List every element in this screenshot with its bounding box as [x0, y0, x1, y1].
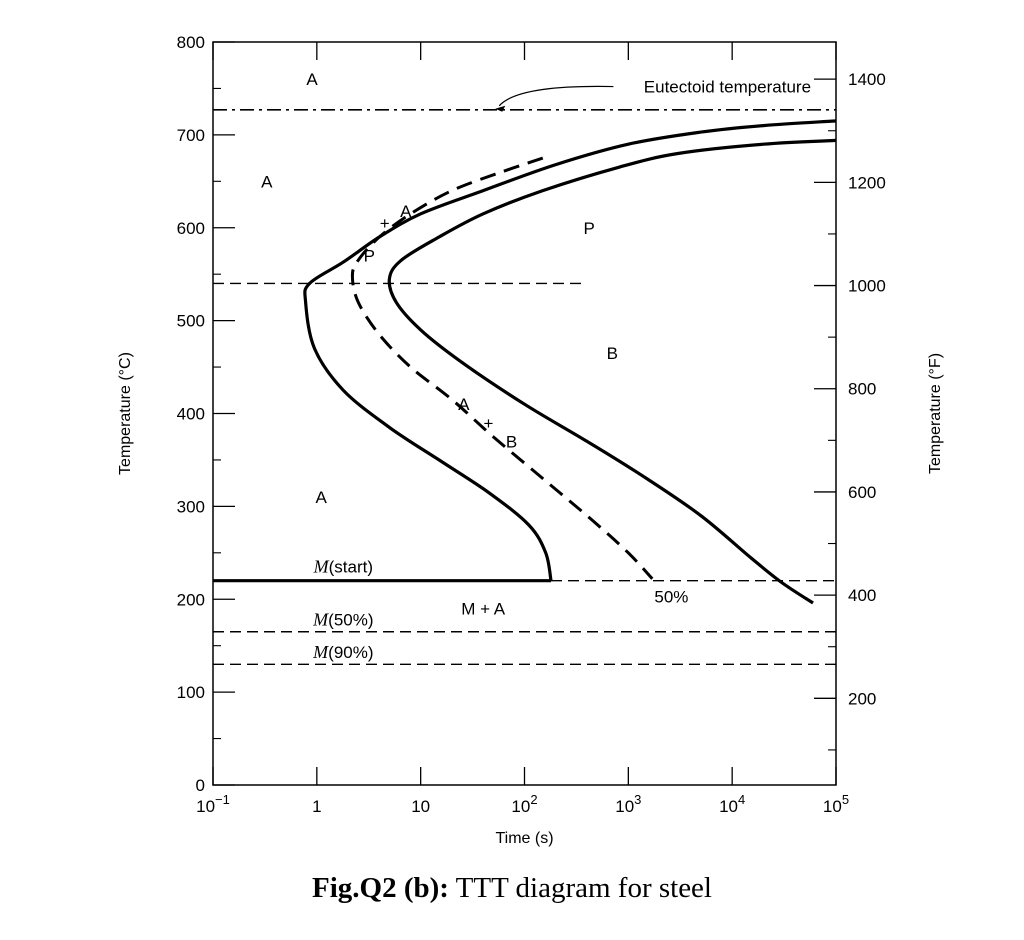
y2-tick-label: 800 — [848, 380, 876, 399]
annotation-label: A — [458, 395, 470, 414]
annotation-label: A — [315, 488, 327, 507]
caption-label: Fig.Q2 (b): — [311, 872, 449, 904]
transformation-50-percent-curve — [350, 156, 654, 580]
y2-tick-label: 200 — [848, 689, 876, 708]
x-tick-label: 1 — [312, 797, 321, 816]
y-tick-label: 400 — [177, 405, 205, 424]
y-tick-label: 600 — [177, 219, 205, 238]
martensite-label: M(start) — [313, 557, 373, 577]
annotation-label: A — [306, 70, 318, 89]
y-axis-title: Temperature (°C) — [117, 352, 134, 475]
y2-tick-label: 1200 — [848, 173, 886, 192]
annotations: 0 100 200 300 400 500 600 700 800 200 400 600 800 100… — [177, 33, 886, 816]
annotation-label: P — [364, 247, 375, 266]
y2-tick-label: 1000 — [848, 277, 886, 296]
y2-tick-label: 600 — [848, 483, 876, 502]
eutectoid-arrowhead — [495, 105, 506, 112]
y-tick-label: 700 — [177, 126, 205, 145]
martensite-label: M(50%) — [312, 610, 373, 630]
x-tick-label: 102 — [511, 792, 537, 816]
y-tick-label: 100 — [177, 683, 205, 702]
y-tick-label: 200 — [177, 590, 205, 609]
plot-frame — [212, 41, 837, 786]
figure-caption: Fig.Q2 (b): TTT diagram for steel — [0, 872, 1024, 905]
annotation-label: Eutectoid temperature — [644, 78, 811, 97]
curves — [303, 119, 837, 605]
x-tick-label: 10 — [411, 797, 430, 816]
x-tick-label: 104 — [719, 792, 745, 816]
y-tick-label: 800 — [177, 33, 205, 52]
martensite-label: M(90%) — [312, 642, 373, 662]
caption-text: TTT diagram for steel — [448, 872, 712, 904]
y2-tick-label: 1400 — [848, 70, 886, 89]
annotation-label: P — [584, 219, 595, 238]
annotation-label: + — [380, 214, 390, 233]
transformation-start-curve — [303, 119, 837, 582]
annotation-label: A — [400, 202, 412, 221]
transformation-finish-curve — [387, 138, 837, 605]
x-axis-title: Time (s) — [495, 830, 553, 847]
ttt-diagram: 0 100 200 300 400 500 600 700 800 200 400 600 800 100… — [117, 33, 944, 847]
y-tick-label: 300 — [177, 497, 205, 516]
y-tick-label: 500 — [177, 312, 205, 331]
annotation-label: 50% — [654, 587, 688, 606]
annotation-label: B — [607, 344, 618, 363]
y2-axis-title: Temperature (°F) — [927, 353, 944, 474]
annotation-label: + — [484, 414, 494, 433]
x-tick-label: 10−1 — [196, 792, 230, 816]
annotation-label: A — [261, 172, 273, 191]
eutectoid-arrow — [498, 85, 614, 107]
annotation-label: M + A — [461, 600, 506, 619]
x-tick-label: 105 — [823, 792, 849, 816]
y2-tick-label: 400 — [848, 586, 876, 605]
y-tick-label: 0 — [196, 776, 205, 795]
annotation-label: B — [506, 432, 517, 451]
reference-lines — [213, 108, 836, 665]
x-tick-label: 103 — [615, 792, 641, 816]
grid-layer — [212, 41, 837, 786]
